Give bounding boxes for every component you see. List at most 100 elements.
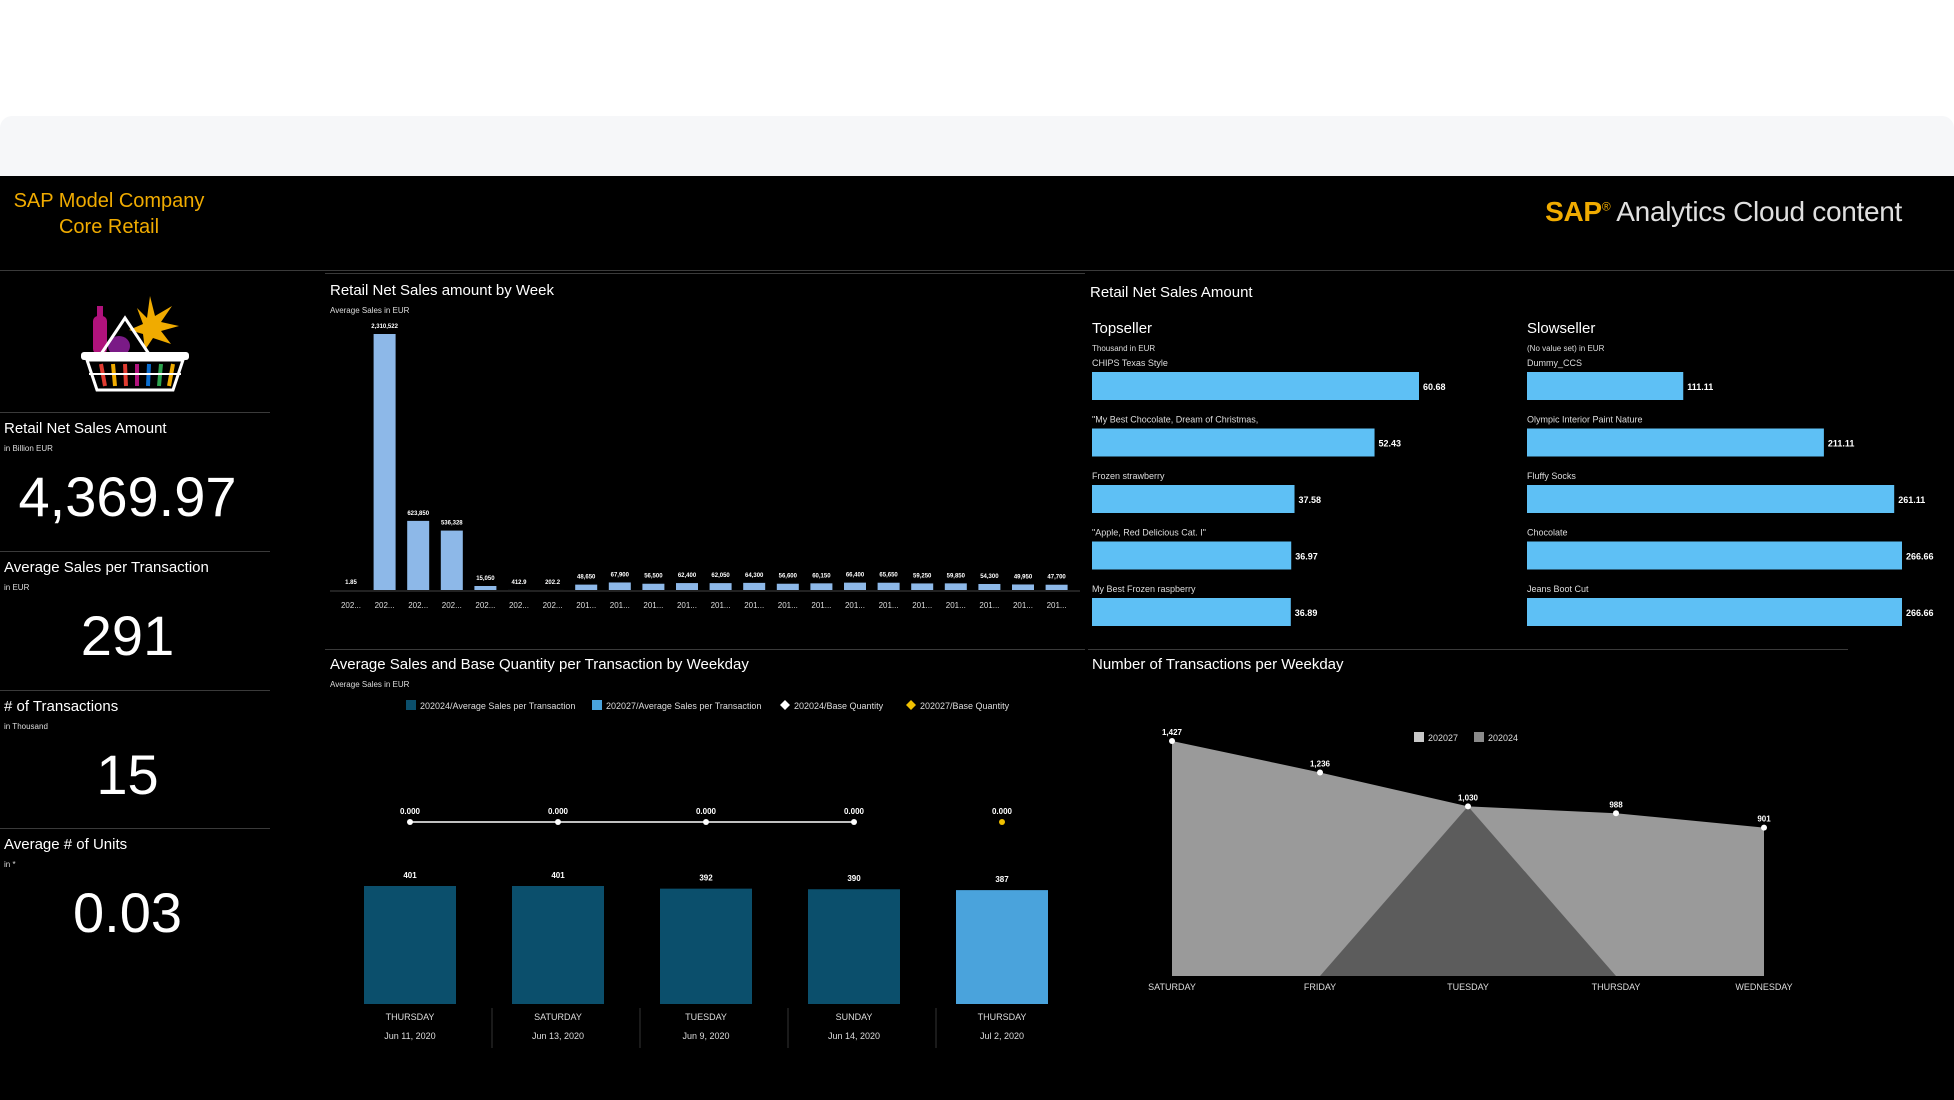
kpi-value: 0.03 bbox=[73, 881, 182, 944]
weekly-x-tick: 201... bbox=[946, 601, 966, 610]
legend-swatch bbox=[1414, 732, 1424, 742]
line-point-label: 0.000 bbox=[844, 807, 865, 816]
weekday-bar bbox=[808, 889, 900, 1004]
weekly-x-tick: 201... bbox=[1047, 601, 1067, 610]
area-x-tick: TUESDAY bbox=[1447, 982, 1489, 992]
sac-text: Analytics Cloud content bbox=[1610, 196, 1902, 227]
weekday-bar-label: 392 bbox=[699, 874, 713, 883]
brand-title: SAP Model Company Core Retail bbox=[4, 188, 214, 240]
topseller-chart: CHIPS Texas Style 60.68 "My Best Chocolate… bbox=[1092, 358, 1446, 626]
legend-label: 202024/Base Quantity bbox=[794, 701, 884, 711]
weekday-bar bbox=[364, 886, 456, 1004]
seller-bar-label: 211.11 bbox=[1828, 439, 1855, 449]
weekly-bar bbox=[474, 586, 497, 590]
weekly-x-tick: 201... bbox=[811, 601, 831, 610]
weekday-chart-subtitle: Average Sales in EUR bbox=[330, 680, 410, 689]
weekly-x-tick: 201... bbox=[1013, 601, 1033, 610]
weekday-bar-label: 401 bbox=[551, 871, 565, 880]
line-point bbox=[851, 819, 857, 825]
area-x-tick: WEDNESDAY bbox=[1735, 982, 1792, 992]
weekday-x-tick: TUESDAY bbox=[685, 1012, 727, 1022]
kpi-unit: in * bbox=[4, 860, 16, 869]
kpi-unit: in Billion EUR bbox=[4, 444, 53, 453]
weekly-bar bbox=[1012, 584, 1034, 590]
kpi-unit: in EUR bbox=[4, 583, 30, 592]
weekly-x-tick: 201... bbox=[711, 601, 731, 610]
weekly-bar bbox=[1045, 584, 1068, 590]
kpi-divider bbox=[0, 551, 270, 552]
legend-swatch bbox=[1474, 732, 1484, 742]
area-point bbox=[1613, 810, 1619, 817]
legend-marker bbox=[780, 700, 790, 710]
seller-category-label: My Best Frozen raspberry bbox=[1092, 584, 1196, 594]
area-point-label: 1,030 bbox=[1458, 793, 1479, 802]
weekly-bar-label: 59,250 bbox=[913, 573, 932, 579]
topseller-subtitle: Thousand in EUR bbox=[1092, 344, 1156, 353]
legend-swatch bbox=[406, 700, 416, 710]
kpi-value: 291 bbox=[80, 604, 175, 667]
area-point-label: 1,427 bbox=[1162, 728, 1183, 737]
area-point bbox=[1761, 824, 1767, 831]
weekday-x-tick: SUNDAY bbox=[836, 1012, 873, 1022]
line-point bbox=[999, 819, 1005, 825]
weekly-bar-label: 66,400 bbox=[846, 573, 865, 579]
weekly-x-tick: 201... bbox=[610, 601, 630, 610]
browser-top-bar bbox=[0, 116, 1954, 176]
legend-label: 202027/Average Sales per Transaction bbox=[606, 701, 761, 711]
weekday-bar bbox=[660, 888, 752, 1004]
weekly-bar bbox=[407, 520, 430, 590]
panel-divider bbox=[325, 649, 1085, 650]
weekly-x-tick: 201... bbox=[778, 601, 798, 610]
legend-label: 202027/Base Quantity bbox=[920, 701, 1010, 711]
weekly-bar-label: 15,050 bbox=[476, 576, 495, 582]
seller-bar bbox=[1527, 541, 1902, 570]
kpi-divider bbox=[0, 828, 270, 829]
weekly-bar bbox=[978, 583, 1001, 590]
seller-bar bbox=[1092, 372, 1419, 400]
seller-category-label: Fluffy Socks bbox=[1527, 471, 1576, 481]
weekday-x-date: Jun 14, 2020 bbox=[828, 1031, 880, 1041]
weekly-bar bbox=[642, 583, 665, 590]
seller-bar-label: 36.97 bbox=[1295, 552, 1318, 562]
sac-reg: ® bbox=[1601, 199, 1611, 214]
slowseller-subtitle: (No value set) in EUR bbox=[1527, 344, 1605, 353]
dashboard: SAP Model Company Core Retail SAP® Analy… bbox=[0, 176, 1954, 1100]
slowseller-chart: Dummy_CCS 111.11 Olympic Interior Paint Na… bbox=[1527, 358, 1934, 626]
legend-label: 202024/Average Sales per Transaction bbox=[420, 701, 575, 711]
weekly-x-tick: 201... bbox=[643, 601, 663, 610]
weekday-bar bbox=[512, 886, 604, 1004]
kpi-title: # of Transactions bbox=[4, 698, 119, 715]
weekly-bar bbox=[911, 583, 934, 590]
legend-swatch bbox=[592, 700, 602, 710]
weekday-x-date: Jun 13, 2020 bbox=[532, 1031, 584, 1041]
area-x-tick: FRIDAY bbox=[1304, 982, 1336, 992]
area-point bbox=[1465, 803, 1471, 810]
weekly-bar-label: 47,700 bbox=[1047, 575, 1066, 581]
legend-label: 202027 bbox=[1428, 733, 1458, 743]
weekly-x-tick: 202... bbox=[341, 601, 361, 610]
weekly-bar-label: 56,600 bbox=[779, 574, 798, 580]
weekly-x-tick: 202... bbox=[509, 601, 529, 610]
weekly-bar-label: 59,850 bbox=[947, 573, 966, 579]
weekly-x-tick: 201... bbox=[677, 601, 697, 610]
transactions-chart-title: Number of Transactions per Weekday bbox=[1092, 656, 1344, 673]
line-point-label: 0.000 bbox=[696, 807, 717, 816]
weekday-bar-label: 401 bbox=[403, 871, 417, 880]
area-x-tick: THURSDAY bbox=[1592, 982, 1641, 992]
seller-bar bbox=[1527, 598, 1902, 626]
weekly-x-tick: 202... bbox=[375, 601, 395, 610]
weekly-bar-label: 623,850 bbox=[407, 511, 429, 517]
weekly-bar-label: 49,950 bbox=[1014, 574, 1033, 580]
weekly-chart-title: Retail Net Sales amount by Week bbox=[330, 282, 554, 299]
panel-divider bbox=[1088, 649, 1848, 650]
weekly-x-tick: 201... bbox=[576, 601, 596, 610]
weekly-bar-label: 2,310,522 bbox=[371, 324, 398, 330]
weekday-bar-label: 390 bbox=[847, 874, 861, 883]
kpi-divider bbox=[0, 412, 270, 413]
area-x-tick: SATURDAY bbox=[1148, 982, 1196, 992]
slowseller-title: Slowseller bbox=[1527, 320, 1596, 337]
weekly-bar bbox=[877, 582, 900, 590]
seller-bar-label: 37.58 bbox=[1299, 495, 1322, 505]
weekly-bar bbox=[944, 583, 967, 590]
weekly-bar-label: 60,150 bbox=[812, 573, 831, 579]
